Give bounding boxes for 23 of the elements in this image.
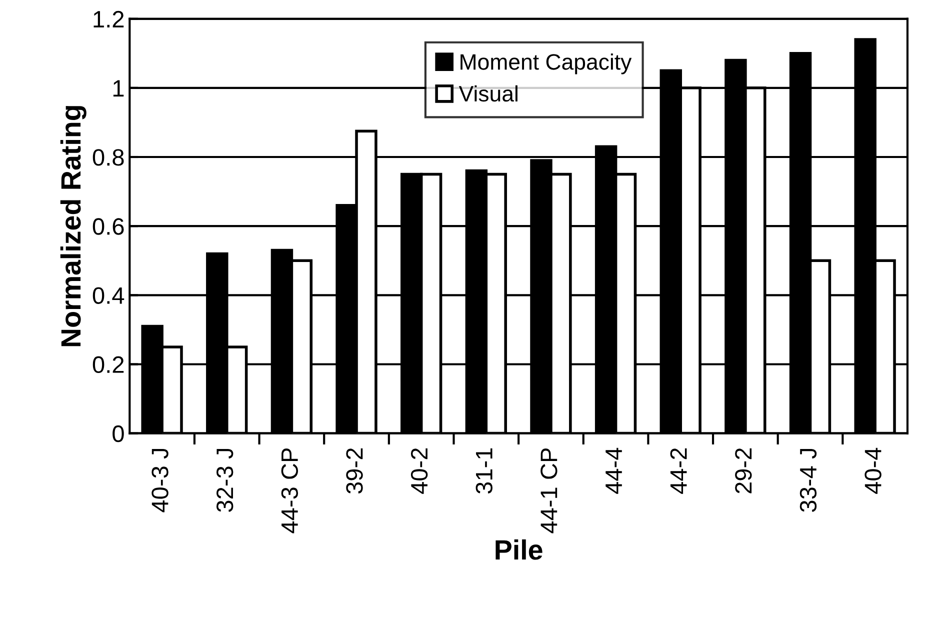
x-tick-label: 31-1: [476, 448, 492, 494]
x-tick-label: 40-4: [864, 448, 882, 494]
x-tick-label: 44-2: [670, 448, 687, 494]
y-tick-label: 0.4: [92, 287, 124, 304]
legend-label: Moment Capacity: [460, 53, 632, 74]
y-tick-label: 1: [113, 80, 124, 96]
x-tick-label: 44-1 CP: [540, 448, 558, 534]
y-tick-label: 0: [112, 425, 124, 442]
x-axis-title: Pile: [496, 539, 542, 560]
x-tick-label: 40-3 J: [152, 448, 168, 512]
x-tick-label: 39-2: [346, 448, 363, 494]
y-tick-label: 0.2: [92, 356, 124, 374]
x-tick-label: 44-4: [606, 448, 622, 494]
x-tick-label: 29-2: [735, 448, 752, 494]
x-tick-label: 44-3 CP: [281, 448, 298, 534]
x-tick-label: 32-3 J: [216, 448, 234, 512]
y-tick-label: 0.6: [92, 218, 124, 235]
x-tick-label: 40-2: [410, 448, 428, 494]
y-tick-label: 1.2: [94, 10, 124, 28]
x-tick-label: 33-4 J: [800, 448, 817, 512]
y-tick-label: 0.8: [92, 149, 124, 166]
legend-label: Visual: [458, 85, 518, 102]
y-axis-title: Normalized Rating: [60, 106, 86, 346]
